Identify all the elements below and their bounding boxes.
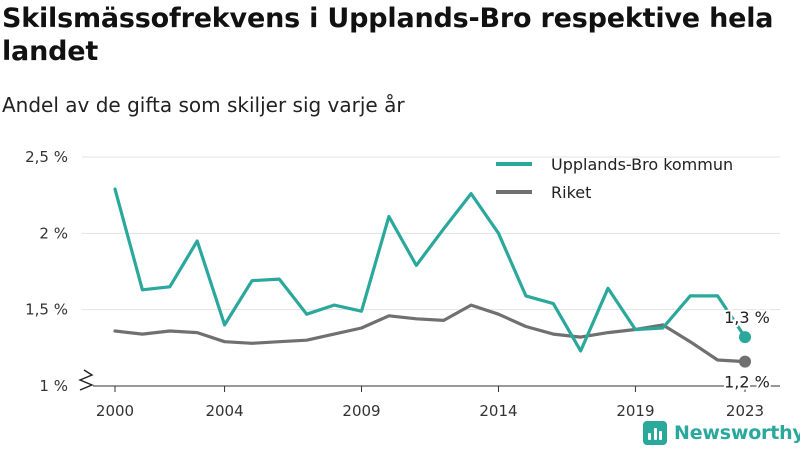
y-axis-ticks: 1 % 1,5 % 2 % 2,5 % — [25, 148, 68, 395]
axis-break-mark — [78, 369, 94, 391]
y-tick-label: 2,5 % — [25, 148, 68, 166]
legend-label: Riket — [551, 183, 591, 202]
y-tick-label: 2 % — [39, 224, 68, 242]
x-axis — [78, 369, 780, 391]
x-tick-label: 2009 — [342, 402, 380, 420]
y-tick-label: 1,5 % — [25, 301, 68, 319]
newsworthy-logo: Newsworthy — [643, 419, 800, 447]
x-tick-label: 2023 — [726, 402, 764, 420]
x-axis-ticks: 2000 2004 2009 2014 2019 2023 — [96, 386, 764, 420]
x-tick-label: 2014 — [479, 402, 517, 420]
series-end-label: 1,3 % — [724, 308, 770, 327]
x-tick-label: 2004 — [205, 402, 243, 420]
series-end-labels: 1,3 % 1,2 % — [722, 306, 772, 393]
x-tick-label: 2000 — [96, 402, 134, 420]
series-end-point — [739, 331, 751, 344]
series-line — [113, 303, 747, 364]
brand-name: Newsworthy — [674, 422, 800, 444]
series-lines — [113, 187, 747, 364]
series-line — [113, 187, 747, 353]
grid-lines — [82, 156, 780, 311]
series-end-label: 1,2 % — [724, 373, 770, 392]
bar-chart-icon — [643, 421, 667, 445]
chart-title: Skilsmässofrekvens i Upplands-Bro respek… — [2, 3, 774, 67]
y-tick-label: 1 % — [39, 377, 68, 395]
x-tick-label: 2019 — [616, 402, 654, 420]
chart-subtitle: Andel av de gifta som skiljer sig varje … — [2, 93, 405, 117]
series-end-point — [739, 355, 751, 368]
legend-label: Upplands-Bro kommun — [551, 155, 733, 174]
legend: Upplands-Bro kommun Riket — [496, 155, 733, 202]
series-end-points — [739, 331, 751, 368]
